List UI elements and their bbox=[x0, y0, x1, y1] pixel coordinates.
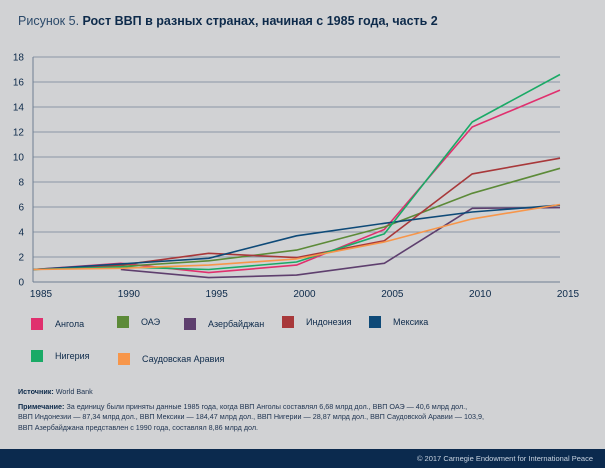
legend-swatch bbox=[369, 316, 381, 328]
note-text-1: За единицу были приняты данные 1985 года… bbox=[66, 401, 468, 411]
y-axis-ticks: 0 2 4 6 8 10 12 14 16 18 bbox=[13, 53, 25, 289]
x-axis-ticks: 1985 1990 1995 2000 2005 2010 2015 bbox=[30, 289, 580, 300]
legend-swatch bbox=[117, 316, 129, 328]
legend-label: Саудовская Аравия bbox=[142, 354, 225, 364]
x-tick-label: 1990 bbox=[118, 289, 141, 300]
y-tick-label: 6 bbox=[18, 203, 24, 214]
y-tick-label: 14 bbox=[13, 103, 25, 114]
legend-item-nigeria[interactable]: Нигерия bbox=[31, 350, 90, 362]
legend-item-angola[interactable]: Ангола bbox=[31, 318, 84, 330]
source-text: World Bank bbox=[55, 387, 93, 396]
legend-item-mexico[interactable]: Мексика bbox=[369, 316, 428, 328]
source-label: Источник: bbox=[18, 387, 54, 396]
series-lines bbox=[32, 73, 561, 279]
legend-label: Нигерия bbox=[55, 351, 90, 361]
copyright-text: © 2017 Carnegie Endowment for Internatio… bbox=[416, 454, 593, 463]
gridlines bbox=[33, 56, 560, 258]
note-text-3: ВВП Азербайджана представлен с 1990 года… bbox=[18, 422, 259, 432]
legend-swatch bbox=[31, 350, 43, 362]
figure-title-text: Рост ВВП в разных странах, начиная с 198… bbox=[82, 14, 438, 28]
x-tick-label: 2015 bbox=[557, 289, 580, 300]
series-line-2 bbox=[120, 206, 561, 279]
y-tick-label: 0 bbox=[18, 278, 24, 289]
x-tick-label: 1985 bbox=[30, 289, 53, 300]
y-tick-label: 8 bbox=[18, 178, 24, 189]
legend-label: ОАЭ bbox=[141, 317, 161, 327]
note-line: Примечание: За единицу были приняты данн… bbox=[18, 402, 598, 413]
legend-item-saudi-arabia[interactable]: Саудовская Аравия bbox=[118, 353, 224, 365]
series-line-1 bbox=[32, 167, 561, 271]
y-tick-label: 2 bbox=[18, 253, 24, 264]
legend-swatch bbox=[184, 318, 196, 330]
legend-swatch bbox=[282, 316, 294, 328]
x-tick-label: 2010 bbox=[469, 289, 492, 300]
series-line-3 bbox=[32, 157, 561, 271]
legend-item-azerbaijan[interactable]: Азербайджан bbox=[184, 318, 264, 330]
x-tick-label: 2000 bbox=[293, 289, 316, 300]
series-line-6 bbox=[32, 203, 561, 271]
x-tick-label: 2005 bbox=[381, 289, 404, 300]
note-text-2: ВВП Индонезии — 87,34 млрд дол., ВВП Мек… bbox=[18, 412, 484, 422]
y-tick-label: 12 bbox=[13, 128, 25, 139]
line-chart: 0 2 4 6 8 10 12 14 16 18 1985 1990 1995 2000 2005 2010… bbox=[13, 53, 580, 301]
chart-notes: Источник: World Bank Примечание: За един… bbox=[18, 387, 598, 433]
y-tick-label: 18 bbox=[13, 53, 25, 64]
source-line: Источник: World Bank bbox=[18, 387, 598, 398]
footer-bar: © 2017 Carnegie Endowment for Internatio… bbox=[0, 449, 605, 468]
legend-label: Мексика bbox=[393, 317, 429, 327]
legend-label: Индонезия bbox=[306, 317, 352, 327]
legend: Ангола ОАЭ Азербайджан Индонезия Мексика… bbox=[31, 316, 591, 378]
legend-item-uae[interactable]: ОАЭ bbox=[117, 316, 160, 328]
legend-swatch bbox=[31, 318, 43, 330]
legend-label: Азербайджан bbox=[208, 319, 265, 329]
series-line-4 bbox=[32, 204, 561, 271]
legend-swatch bbox=[118, 353, 130, 365]
legend-label: Ангола bbox=[55, 319, 85, 329]
y-tick-label: 10 bbox=[13, 153, 25, 164]
figure-title: Рисунок 5. Рост ВВП в разных странах, на… bbox=[18, 14, 438, 28]
x-tick-label: 1995 bbox=[206, 289, 229, 300]
figure-number: Рисунок 5. bbox=[18, 14, 80, 28]
y-tick-label: 16 bbox=[13, 78, 25, 89]
y-tick-label: 4 bbox=[18, 228, 24, 239]
legend-item-indonesia[interactable]: Индонезия bbox=[282, 316, 352, 328]
note-label: Примечание: bbox=[18, 401, 65, 411]
